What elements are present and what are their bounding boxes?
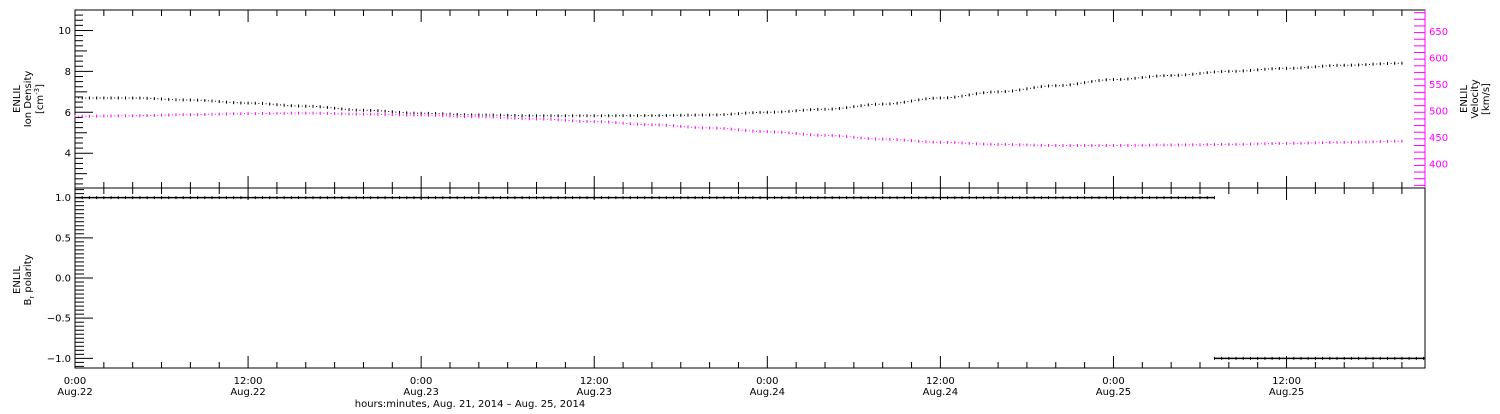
density-series-line bbox=[74, 62, 1403, 117]
top-panel-frame bbox=[74, 9, 1426, 189]
y2-tick-label: 650 bbox=[1429, 27, 1448, 38]
y2-axis-label-line: Velocity bbox=[1470, 79, 1481, 118]
x-tick-time-label: 12:00 bbox=[1272, 376, 1301, 387]
y-tick-label: 1.0 bbox=[55, 193, 71, 204]
polarity-segment bbox=[74, 196, 1215, 200]
y2-tick-label: 550 bbox=[1429, 80, 1448, 91]
x-tick-time-label: 0:00 bbox=[410, 376, 432, 387]
velocity-series bbox=[74, 111, 1403, 147]
x-tick-date-label: Aug.22 bbox=[57, 387, 92, 398]
x-tick-time-label: 0:00 bbox=[756, 376, 778, 387]
y-tick-label: 0.5 bbox=[55, 233, 71, 244]
x-tick-time-label: 12:00 bbox=[234, 376, 263, 387]
x-tick-date-label: Aug.23 bbox=[577, 387, 612, 398]
axis-text: 0:00Aug.2212:00Aug.220:00Aug.2312:00Aug.… bbox=[12, 26, 1492, 410]
y2-tick-label: 500 bbox=[1429, 106, 1448, 117]
y2-tick-label: 600 bbox=[1429, 53, 1448, 64]
x-tick-date-label: Aug.22 bbox=[230, 387, 265, 398]
y-axis-label: ENLILIon Density[cm-3] bbox=[12, 71, 46, 128]
y-tick-label: −0.5 bbox=[47, 314, 71, 325]
y-tick-label: 6 bbox=[65, 108, 71, 119]
y2-axis-label: ENLILVelocity[km/s] bbox=[1459, 79, 1492, 118]
density-series bbox=[74, 61, 1403, 118]
x-tick-date-label: Aug.24 bbox=[750, 387, 785, 398]
polarity-segment bbox=[1213, 356, 1425, 360]
y-tick-label: 0.0 bbox=[55, 274, 71, 285]
y-axis-unit-close: ] bbox=[35, 84, 46, 88]
y-tick-label: 4 bbox=[65, 149, 71, 160]
axis-ticks bbox=[74, 10, 1426, 368]
y-axis-label-rest: polarity bbox=[23, 254, 34, 295]
x-tick-date-label: Aug.23 bbox=[403, 387, 438, 398]
y2-tick-label: 400 bbox=[1429, 160, 1448, 171]
y-tick-label: −1.0 bbox=[47, 354, 71, 365]
y2-axis-unit: [km/s] bbox=[1481, 83, 1492, 115]
y-tick-label: 8 bbox=[65, 67, 71, 78]
x-axis-label: hours:minutes, Aug. 21, 2014 – Aug. 25, … bbox=[355, 399, 586, 410]
x-tick-time-label: 12:00 bbox=[926, 376, 955, 387]
x-tick-date-label: Aug.25 bbox=[1269, 387, 1304, 398]
y-axis-unit: [cm bbox=[35, 95, 46, 114]
y-tick-label: 10 bbox=[58, 26, 71, 37]
y-axis-label: ENLILBr polarity bbox=[12, 254, 36, 305]
x-tick-date-label: Aug.24 bbox=[923, 387, 958, 398]
x-tick-time-label: 0:00 bbox=[1102, 376, 1124, 387]
y2-tick-label: 450 bbox=[1429, 133, 1448, 144]
bottom-panel-frame bbox=[74, 187, 1426, 369]
x-tick-time-label: 0:00 bbox=[64, 376, 86, 387]
y-axis-label-line: ENLIL bbox=[12, 266, 23, 294]
x-tick-time-label: 12:00 bbox=[580, 376, 609, 387]
y-axis-label-b: B bbox=[23, 299, 34, 306]
y-axis-unit-exponent: -3 bbox=[33, 88, 41, 95]
y-axis-label-line: ENLIL bbox=[12, 85, 23, 113]
y2-axis-label-line: ENLIL bbox=[1459, 85, 1470, 113]
data-marks bbox=[74, 61, 1425, 360]
x-tick-date-label: Aug.25 bbox=[1096, 387, 1131, 398]
y-axis-label-line: Ion Density bbox=[23, 71, 34, 128]
y-axis-label-subscript: r bbox=[28, 296, 36, 299]
